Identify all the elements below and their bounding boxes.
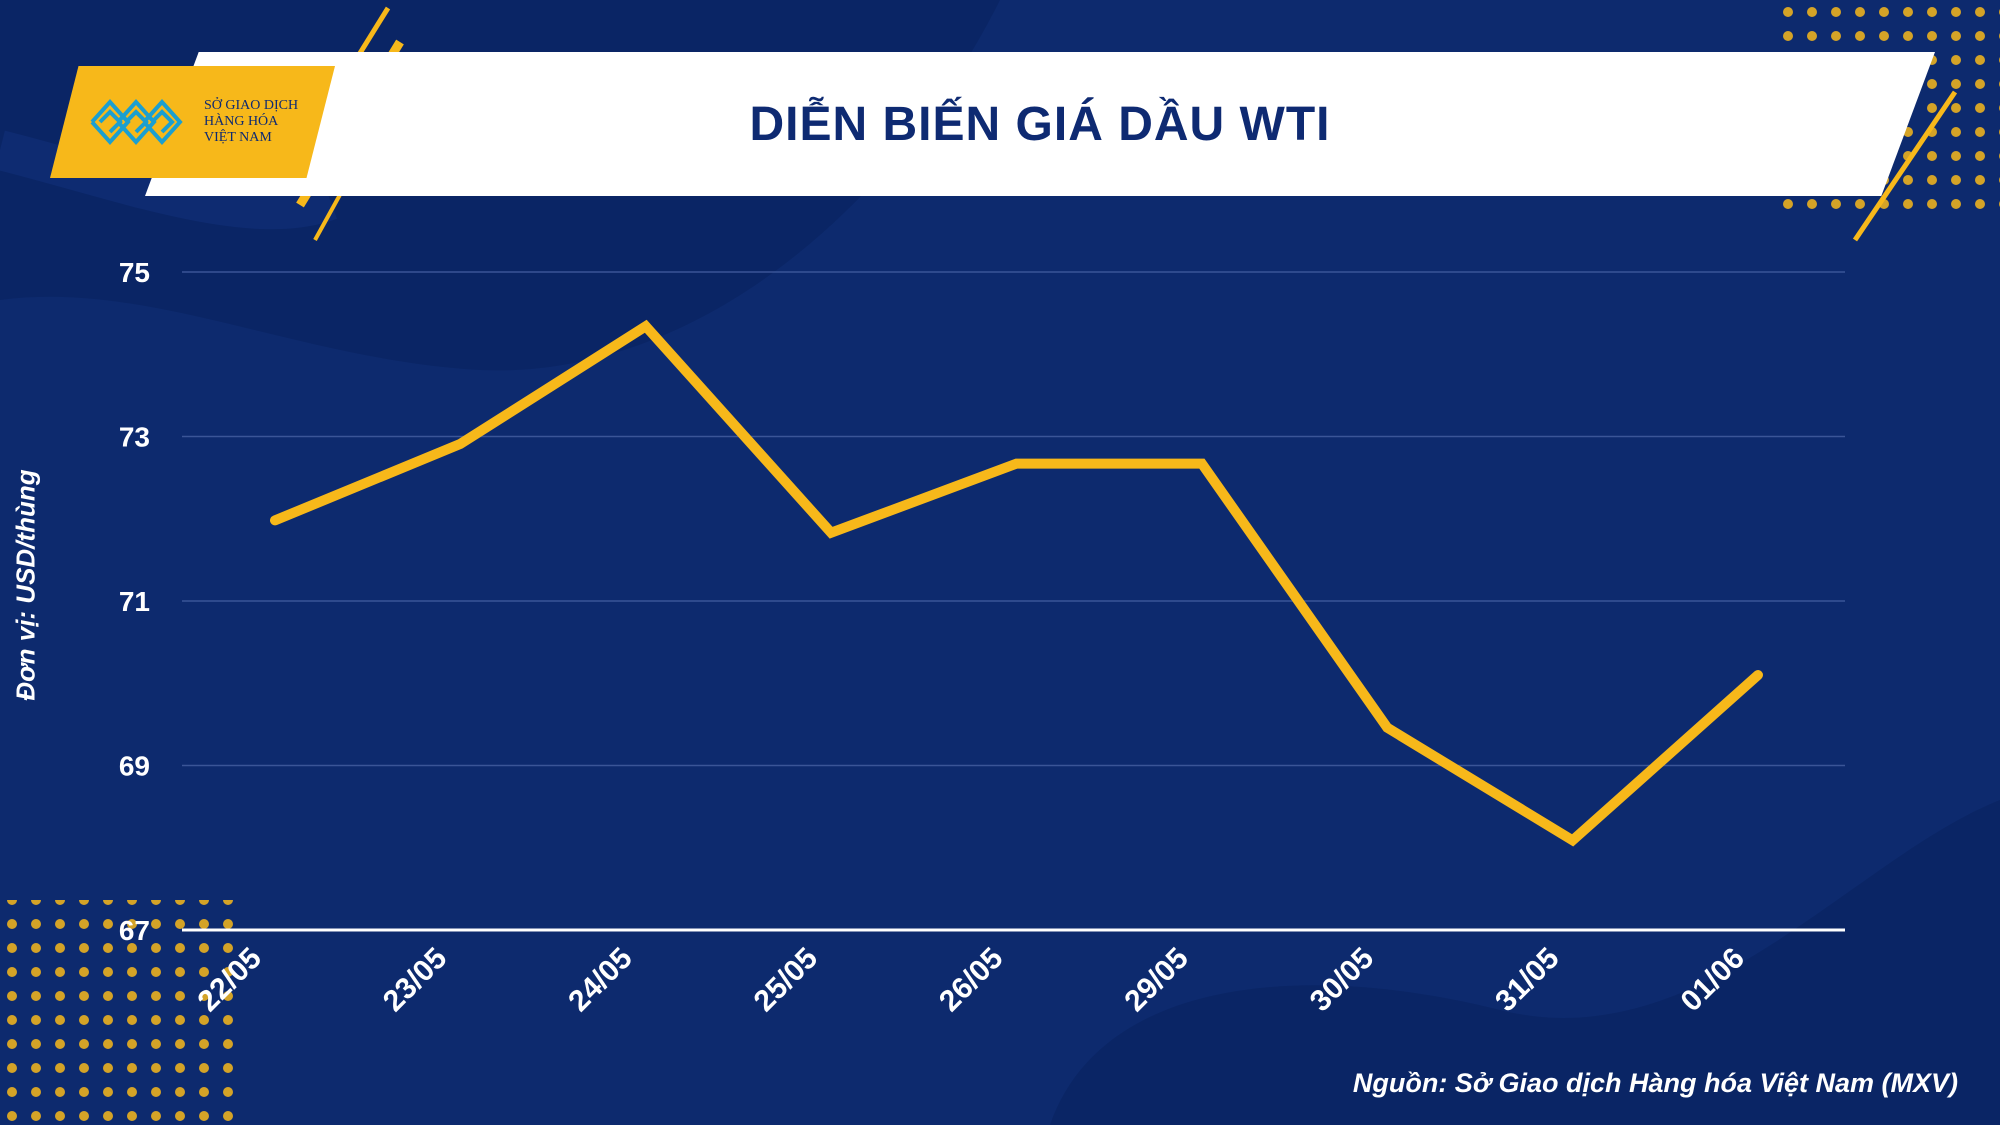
x-tick-label: 29/05 xyxy=(1118,942,1194,1018)
logo-line: HÀNG HÓA xyxy=(204,114,279,129)
page-title: DIỄN BIẾN GIÁ DẦU WTI xyxy=(749,97,1331,151)
data-point xyxy=(641,321,651,331)
data-point xyxy=(1382,723,1392,733)
x-tick-label: 01/06 xyxy=(1675,942,1751,1018)
y-tick-label: 73 xyxy=(119,422,150,453)
x-tick-label: 30/05 xyxy=(1304,942,1380,1018)
data-point xyxy=(826,528,836,538)
logo-text: SỞ GIAO DỊCH HÀNG HÓA VIỆT NAM xyxy=(204,98,334,146)
y-tick-label: 67 xyxy=(119,915,150,946)
mxv-logo-icon xyxy=(90,99,183,145)
data-point xyxy=(1197,459,1207,469)
x-tick-label: 26/05 xyxy=(933,942,1009,1018)
data-point xyxy=(1753,670,1763,680)
series-line xyxy=(270,319,1763,847)
x-axis-ticks: 22/05 23/05 24/05 25/05 26/05 29/05 30/05 31/05… xyxy=(192,942,1751,1018)
series-layer xyxy=(270,319,1763,847)
data-point xyxy=(270,515,280,525)
data-point xyxy=(1568,835,1578,845)
grid-lines xyxy=(182,271,1845,932)
x-tick-label: 25/05 xyxy=(748,942,824,1018)
data-point xyxy=(1012,459,1021,469)
logo-badge: SỞ GIAO DỊCH HÀNG HÓA VIỆT NAM xyxy=(50,66,335,178)
y-axis-label: Đơn vị: USD/thùng xyxy=(10,469,41,701)
title-banner: DIỄN BIẾN GIÁ DẦU WTI xyxy=(145,52,1935,196)
x-tick-label: 22/05 xyxy=(192,942,268,1018)
y-axis-ticks: 75 73 71 69 67 xyxy=(119,257,150,946)
y-tick-label: 69 xyxy=(119,751,150,782)
x-tick-label: 24/05 xyxy=(562,942,638,1018)
y-tick-label: 75 xyxy=(119,257,150,288)
logo-line: SỞ GIAO DỊCH xyxy=(204,98,299,113)
x-tick-label: 31/05 xyxy=(1489,942,1565,1018)
source-note: Nguồn: Sở Giao dịch Hàng hóa Việt Nam (M… xyxy=(1352,1068,1958,1098)
logo-line: VIỆT NAM xyxy=(204,130,272,145)
x-tick-label: 23/05 xyxy=(377,942,453,1018)
data-point xyxy=(455,439,465,449)
y-tick-label: 71 xyxy=(119,586,150,617)
